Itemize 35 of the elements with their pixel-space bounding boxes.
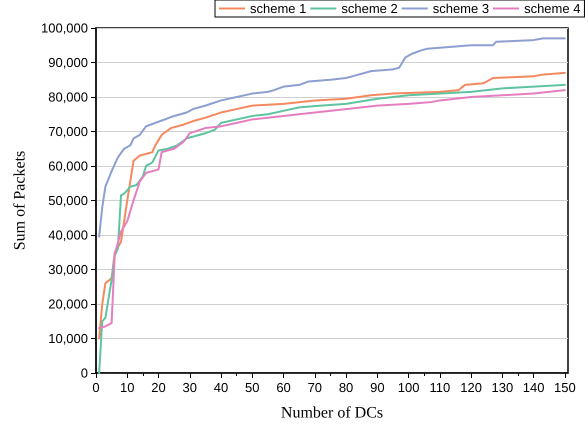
x-tick-label: 130 — [492, 380, 514, 395]
y-tick-label: 100,000 — [41, 20, 88, 36]
y-tick-label: 60,000 — [48, 158, 88, 174]
x-tick-label: 80 — [338, 380, 354, 395]
x-tick-label: 0 — [92, 380, 100, 395]
x-tick-label: 120 — [460, 380, 482, 395]
y-tick-label: 90,000 — [48, 55, 88, 70]
x-tick-label: 70 — [308, 380, 322, 395]
y-tick-label: 30,000 — [48, 262, 88, 277]
legend-label: scheme 1 — [250, 1, 306, 16]
x-tick-label: 150 — [554, 380, 576, 395]
x-tick-label: 20 — [151, 380, 166, 395]
y-axis-title: Sum of Packets — [12, 150, 28, 250]
line-series — [98, 84, 566, 374]
legend-label: scheme 2 — [341, 1, 398, 16]
y-tick-label: 50,000 — [48, 193, 88, 208]
x-tick-label: 140 — [522, 380, 544, 395]
x-tick-label: 100 — [398, 380, 420, 395]
x-tick-label: 30 — [182, 380, 198, 395]
x-tick-label: 90 — [370, 380, 385, 395]
x-axis-title: Number of DCs — [280, 404, 384, 422]
x-tick-label: 110 — [429, 380, 450, 395]
x-tick-label: 50 — [245, 380, 260, 395]
y-tick-label: 0 — [80, 366, 88, 380]
legend-label: scheme 4 — [524, 1, 580, 16]
y-tick-label: 80,000 — [48, 90, 88, 104]
x-tick-label: 60 — [276, 380, 291, 395]
y-tick-label: 40,000 — [48, 228, 88, 242]
x-tick-label: 10 — [120, 380, 134, 395]
legend-label: scheme 3 — [432, 1, 490, 16]
y-tick-label: 10,000 — [48, 331, 88, 346]
y-tick-label: 70,000 — [48, 124, 88, 139]
y-tick-label: 20,000 — [48, 296, 88, 312]
line-series — [98, 37, 566, 238]
x-tick-label: 40 — [214, 380, 228, 395]
